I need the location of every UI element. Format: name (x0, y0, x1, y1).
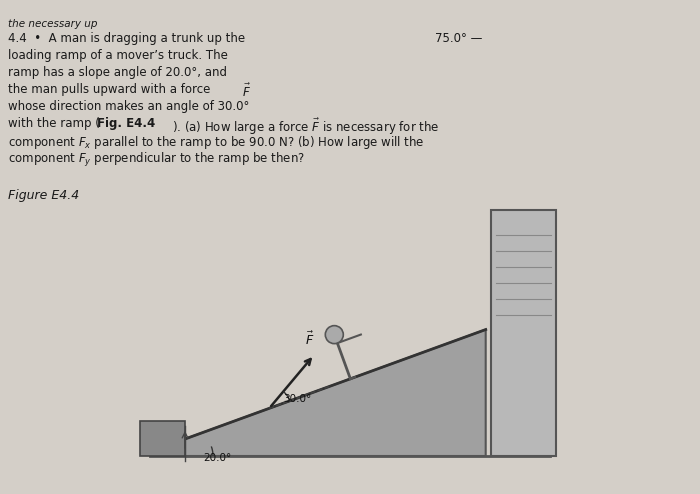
Text: 75.0° —: 75.0° — (435, 32, 482, 45)
Text: 4.4  •  A man is dragging a trunk up the: 4.4 • A man is dragging a trunk up the (8, 32, 245, 45)
Text: component $F_y$ perpendicular to the ramp be then?: component $F_y$ perpendicular to the ram… (8, 151, 305, 169)
Text: 30.0°: 30.0° (283, 394, 312, 404)
Text: Fig. E4.4: Fig. E4.4 (97, 117, 155, 130)
Text: Figure E4.4: Figure E4.4 (8, 189, 79, 202)
Text: the necessary up: the necessary up (8, 19, 97, 29)
Circle shape (326, 326, 343, 344)
Polygon shape (491, 209, 556, 456)
Text: whose direction makes an angle of 30.0°: whose direction makes an angle of 30.0° (8, 100, 249, 113)
Polygon shape (140, 421, 185, 456)
Text: $\vec{F}$: $\vec{F}$ (242, 83, 251, 100)
Polygon shape (185, 329, 486, 456)
Text: loading ramp of a mover’s truck. The: loading ramp of a mover’s truck. The (8, 49, 228, 62)
Text: $\vec{F}$: $\vec{F}$ (305, 330, 315, 348)
Text: component $F_x$ parallel to the ramp to be 90.0 N? (b) How large will the: component $F_x$ parallel to the ramp to … (8, 134, 424, 151)
Text: the man pulls upward with a force: the man pulls upward with a force (8, 83, 214, 96)
Text: 20.0°: 20.0° (204, 453, 232, 463)
Text: ). (a) How large a force $\vec{F}$ is necessary for the: ). (a) How large a force $\vec{F}$ is ne… (172, 117, 440, 137)
Text: with the ramp (: with the ramp ( (8, 117, 100, 130)
Text: ramp has a slope angle of 20.0°, and: ramp has a slope angle of 20.0°, and (8, 66, 227, 79)
